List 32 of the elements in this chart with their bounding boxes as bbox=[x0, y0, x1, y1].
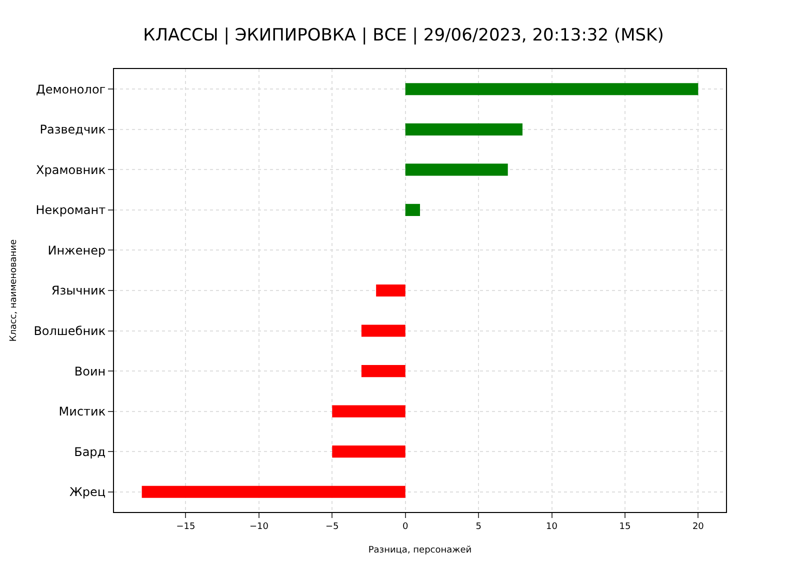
bar bbox=[361, 365, 406, 378]
y-tick-label: Разведчик bbox=[40, 122, 106, 137]
y-tick-label: Волшебник bbox=[34, 324, 106, 338]
y-tick-label: Инженер bbox=[48, 243, 106, 258]
bar bbox=[142, 486, 406, 498]
x-tick-label: −15 bbox=[176, 522, 196, 532]
x-tick-label: −5 bbox=[326, 522, 339, 532]
x-tick-label: 5 bbox=[476, 522, 482, 532]
y-tick-label: Жрец bbox=[70, 485, 106, 500]
y-tick-label: Воин bbox=[74, 364, 106, 378]
y-tick-label: Некромант bbox=[36, 203, 106, 218]
x-tick-label: 15 bbox=[619, 522, 631, 532]
y-axis-title: Класс, наименование bbox=[9, 238, 20, 342]
bar bbox=[405, 164, 508, 176]
x-tick-label: 20 bbox=[692, 522, 704, 532]
bar bbox=[332, 446, 406, 458]
x-tick-label: 10 bbox=[546, 522, 558, 532]
y-tick-label: Язычник bbox=[51, 284, 106, 298]
y-tick-label: Храмовник bbox=[36, 162, 106, 177]
bar bbox=[405, 204, 420, 216]
x-axis-title: Разница, персонажей bbox=[368, 546, 472, 556]
bar bbox=[376, 284, 406, 297]
y-tick-label: Бард bbox=[74, 444, 106, 459]
bar bbox=[332, 405, 406, 418]
bar bbox=[405, 123, 522, 136]
y-tick-label: Демонолог bbox=[36, 82, 106, 96]
bar bbox=[361, 324, 406, 337]
x-tick-label: 0 bbox=[402, 522, 408, 532]
bar bbox=[405, 83, 698, 96]
y-tick-label: Мистик bbox=[58, 404, 106, 419]
x-tick-label: −10 bbox=[249, 522, 269, 532]
chart-title: КЛАССЫ | ЭКИПИРОВКА | ВСЕ | 29/06/2023, 20:13:32 (MSK) bbox=[143, 25, 664, 46]
